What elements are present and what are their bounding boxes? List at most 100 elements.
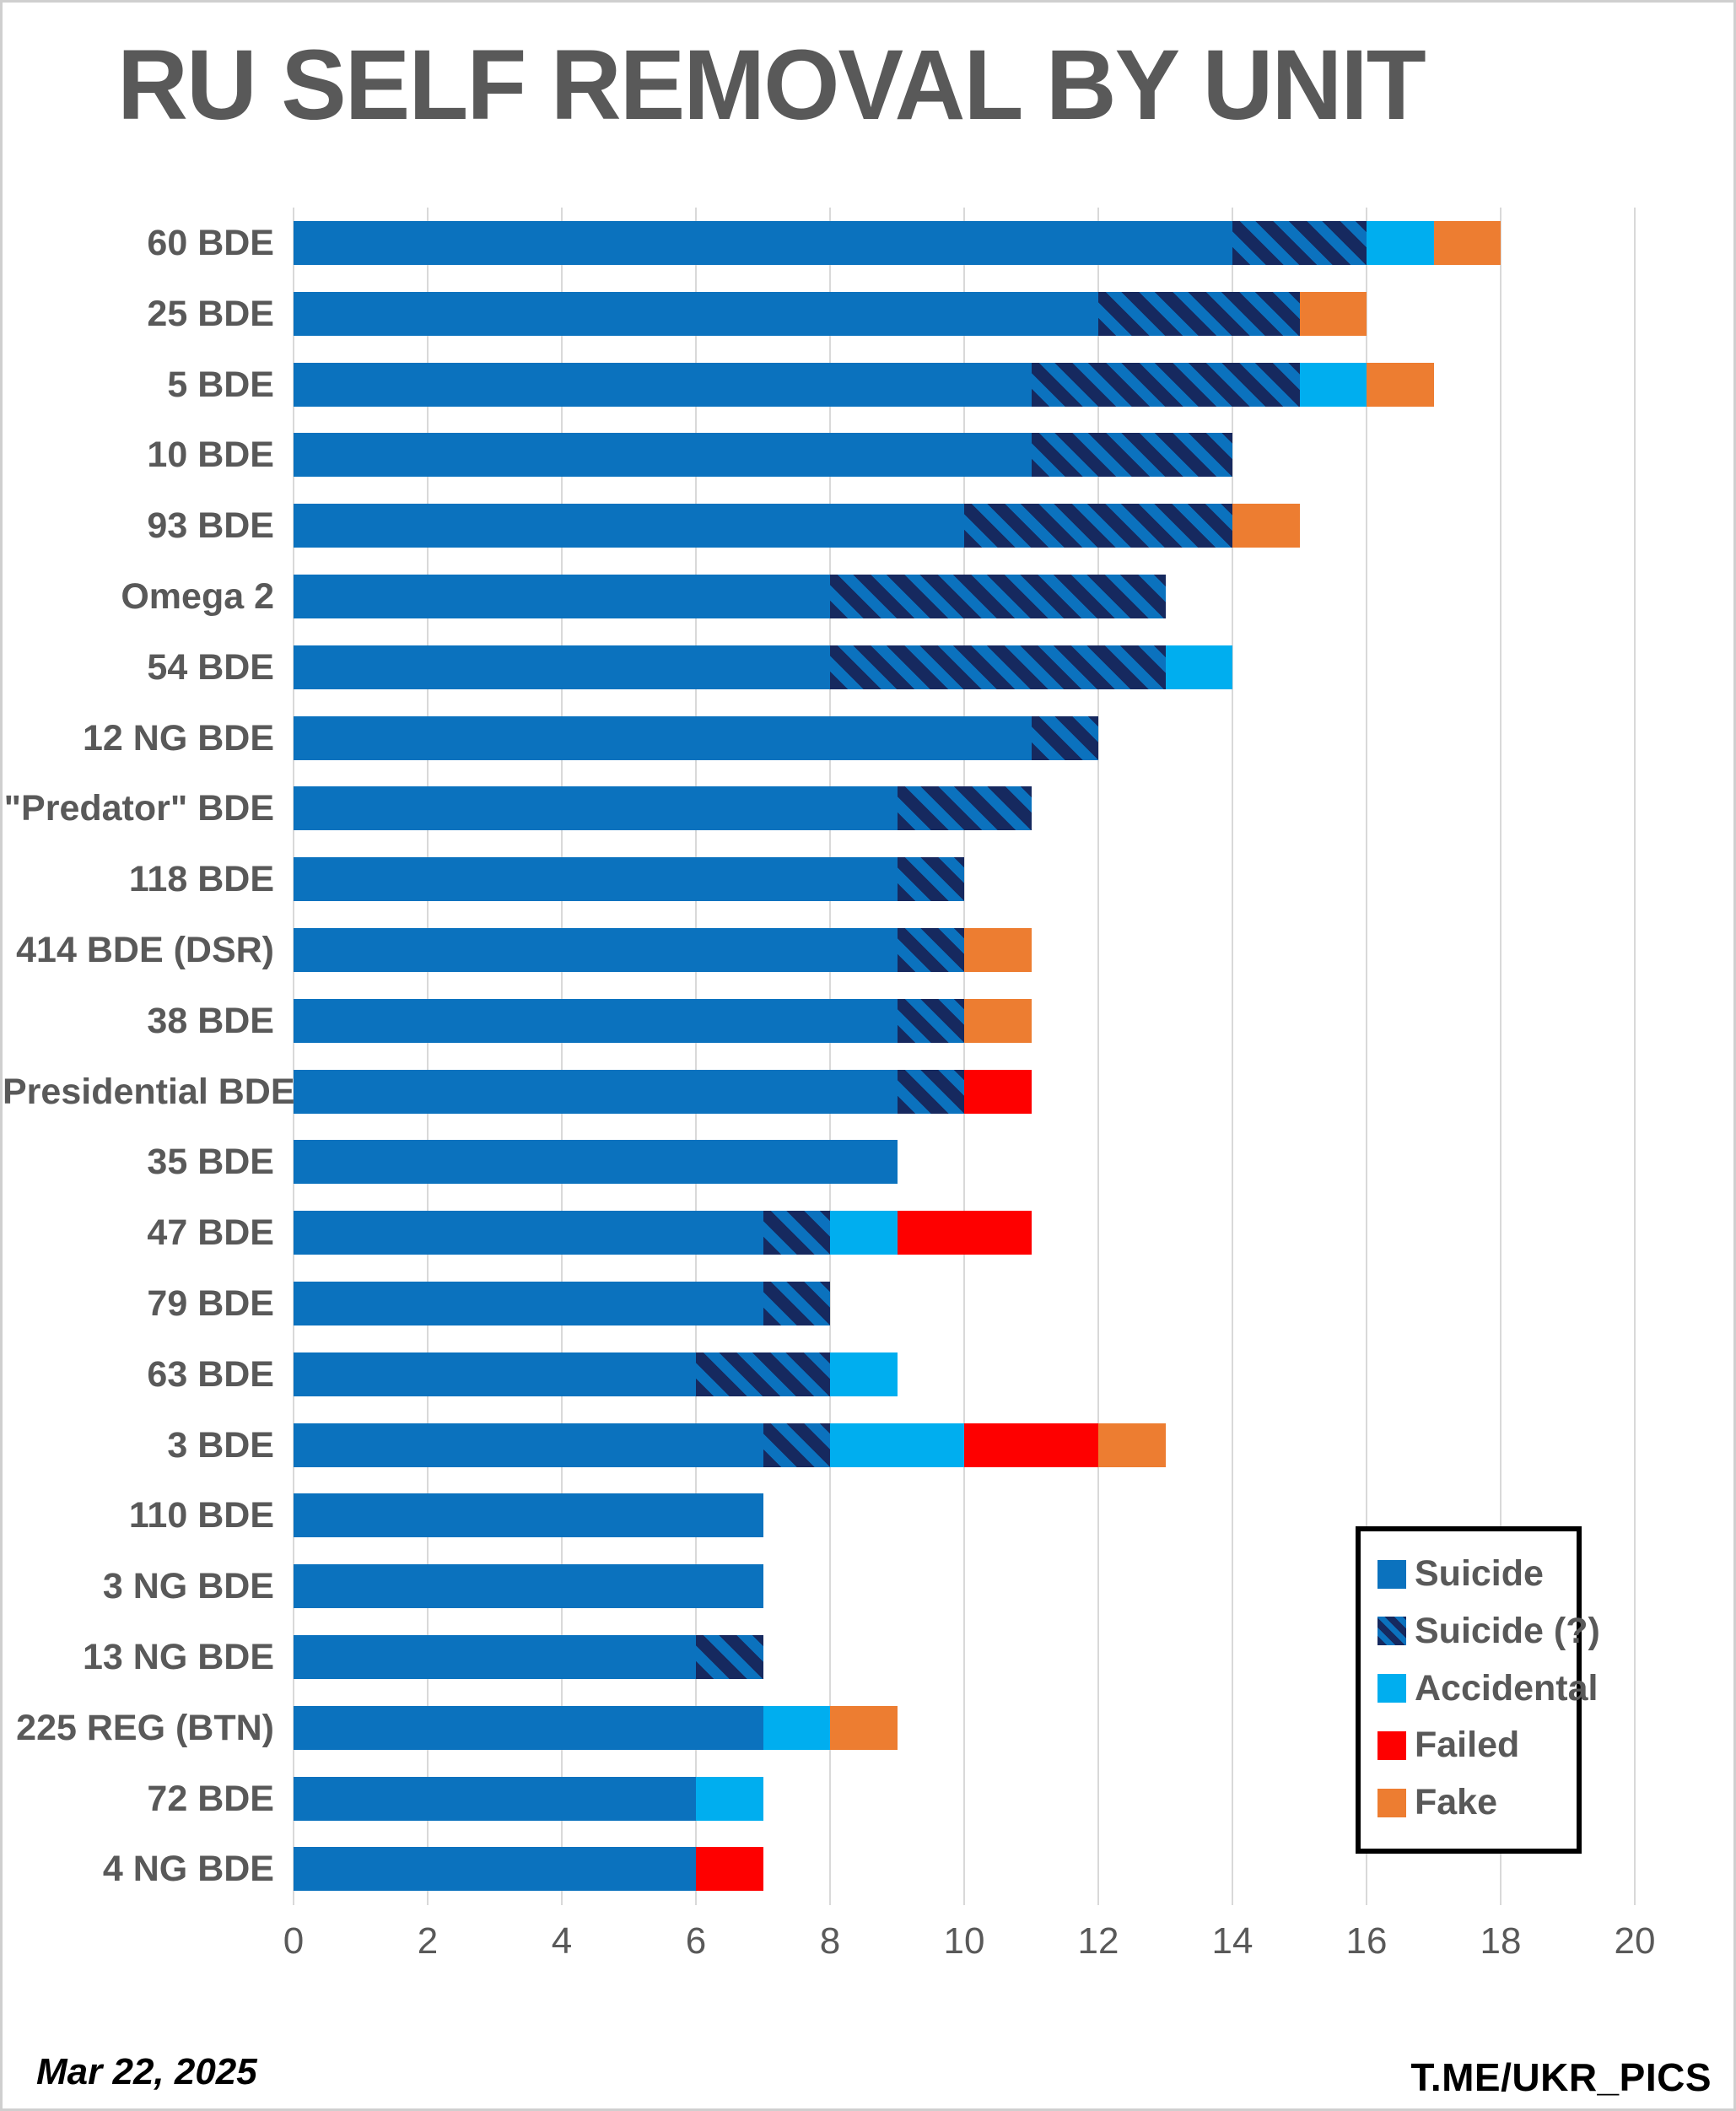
bar-segment-accidental [830, 1423, 964, 1467]
plot-area: 0 2 4 6 8 10 12 14 16 18 20 60 BDE 25 BDE 5 BDE 10 BDE… [3, 3, 1733, 2108]
bar-segment-fake [1367, 362, 1434, 407]
bar-row [294, 1211, 1032, 1255]
category-label: 38 BDE [147, 1000, 274, 1041]
bar-segment-accidental [830, 1211, 898, 1255]
bar-segment-fake [1433, 220, 1501, 265]
category-label: 25 BDE [147, 293, 274, 334]
x-tick-label: 12 [1077, 1920, 1119, 1962]
x-gridline [561, 208, 563, 1905]
bar-row [294, 504, 1300, 548]
bar-segment-fake [830, 1705, 898, 1750]
x-gridline [829, 208, 831, 1905]
bar-segment-suicide [294, 1423, 763, 1467]
x-tick-label: 10 [943, 1920, 985, 1962]
category-label: Presidential BDE [3, 1071, 295, 1112]
x-gridline [1097, 208, 1099, 1905]
bar-row [294, 574, 1166, 618]
legend-marker-failed [1377, 1730, 1406, 1760]
bar-segment-suicide [294, 1140, 898, 1185]
legend-label-failed: Failed [1415, 1725, 1520, 1766]
x-gridline [1366, 208, 1367, 1905]
bar-segment-suicide-questionable [696, 1634, 763, 1679]
bar-row [294, 291, 1367, 336]
bar-segment-suicide [294, 362, 1032, 407]
bar-segment-suicide [294, 998, 898, 1043]
bar-segment-suicide [294, 433, 1032, 478]
bar-row [294, 1564, 763, 1609]
x-gridline [1500, 208, 1501, 1905]
x-gridline [293, 208, 294, 1905]
bar-segment-fake [964, 927, 1032, 972]
legend-marker-fake [1377, 1788, 1406, 1817]
bar-row [294, 786, 1032, 831]
category-label: 72 BDE [147, 1778, 274, 1819]
category-label: 225 REG (BTN) [16, 1707, 274, 1748]
bar-segment-suicide [294, 1705, 763, 1750]
bar-segment-suicide-questionable [897, 786, 1032, 831]
category-label: Omega 2 [121, 575, 274, 617]
bar-segment-suicide-questionable [1232, 220, 1367, 265]
x-tick-label: 20 [1614, 1920, 1656, 1962]
legend: Suicide Suicide (?) Accidental Failed Fake [1356, 1526, 1600, 1854]
bar-row [294, 1423, 1166, 1467]
legend-label-suicide: Suicide [1415, 1553, 1544, 1594]
bar-row [294, 857, 964, 902]
category-label: 10 BDE [147, 435, 274, 476]
bar-segment-suicide [294, 1069, 898, 1114]
category-label: 54 BDE [147, 646, 274, 688]
category-label: 79 BDE [147, 1282, 274, 1324]
x-gridline [695, 208, 697, 1905]
bar-segment-accidental [696, 1776, 763, 1821]
bar-segment-failed [964, 1069, 1032, 1114]
bar-segment-accidental [763, 1705, 830, 1750]
legend-label-suicide-questionable: Suicide (?) [1415, 1610, 1600, 1651]
bar-segment-suicide-questionable [763, 1423, 830, 1467]
bar-segment-suicide [294, 927, 898, 972]
x-tick-label: 4 [551, 1920, 573, 1962]
chart-title: RU SELF REMOVAL BY UNIT [117, 30, 1426, 141]
bar-row [294, 362, 1434, 407]
bar-segment-suicide-questionable [830, 574, 1166, 618]
bar-row [294, 1776, 763, 1821]
bar-segment-fake [1299, 291, 1367, 336]
category-label: 5 BDE [167, 364, 274, 405]
bar-row [294, 1493, 763, 1538]
x-gridline [1232, 208, 1233, 1905]
bar-segment-suicide [294, 645, 830, 689]
bar-row [294, 433, 1232, 478]
x-gridline [1634, 208, 1636, 1905]
legend-item-suicide: Suicide [1377, 1553, 1568, 1595]
bar-segment-suicide [294, 1493, 763, 1538]
category-label: 60 BDE [147, 222, 274, 263]
bar-segment-failed [696, 1847, 763, 1892]
bar-segment-suicide [294, 1776, 696, 1821]
bar-row [294, 1847, 763, 1892]
bar-segment-suicide-questionable [1031, 433, 1232, 478]
bar-segment-failed [964, 1423, 1098, 1467]
x-gridline [963, 208, 965, 1905]
bar-row [294, 1140, 898, 1185]
bar-row [294, 998, 1032, 1043]
bar-row [294, 1634, 763, 1679]
bar-row [294, 1705, 898, 1750]
bar-segment-suicide [294, 574, 830, 618]
bar-row [294, 220, 1501, 265]
legend-item-fake: Fake [1377, 1782, 1568, 1823]
x-tick-label: 16 [1345, 1920, 1388, 1962]
date-note: Mar 22, 2025 [36, 2051, 257, 2092]
bar-segment-suicide-questionable [763, 1211, 830, 1255]
bar-segment-suicide [294, 504, 964, 548]
bar-segment-suicide [294, 1211, 763, 1255]
category-label: 118 BDE [128, 859, 274, 900]
bar-segment-fake [1232, 504, 1300, 548]
legend-item-failed: Failed [1377, 1725, 1568, 1766]
x-tick-label: 18 [1480, 1920, 1522, 1962]
bar-segment-suicide [294, 220, 1232, 265]
bar-segment-suicide-questionable [696, 1352, 830, 1396]
bar-segment-suicide-questionable [763, 1281, 830, 1325]
legend-item-accidental: Accidental [1377, 1668, 1598, 1709]
category-label: "Predator" BDE [3, 788, 274, 829]
bar-row [294, 715, 1098, 760]
watermark-text: T.ME/UKR_PICS [1410, 2055, 1712, 2099]
category-label: 3 NG BDE [102, 1566, 274, 1607]
